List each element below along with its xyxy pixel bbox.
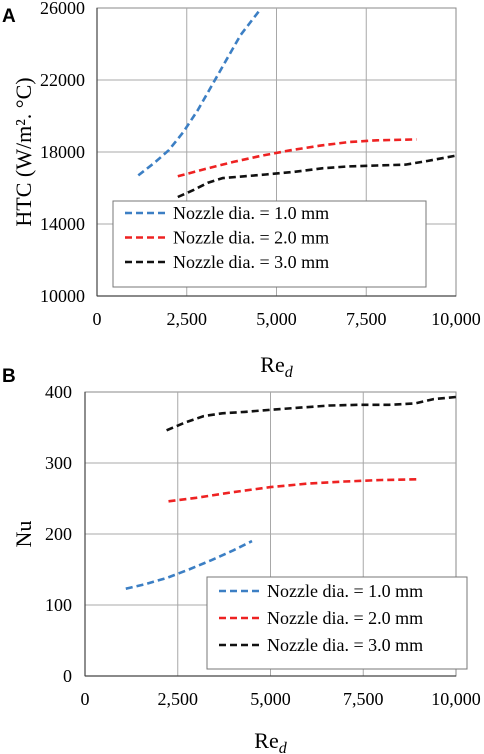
legend-box — [112, 200, 427, 288]
x-tick-label: 10,000 — [431, 689, 481, 709]
legend: Nozzle dia. = 1.0 mm Nozzle dia. = 2.0 mm… — [112, 200, 427, 288]
x-tick-label: 5,000 — [256, 309, 297, 329]
legend-entry: Nozzle dia. = 3.0 mm — [173, 252, 329, 272]
legend-entry: Nozzle dia. = 2.0 mm — [173, 228, 329, 248]
y-axis-label: Nu — [11, 521, 36, 548]
y-tick-label: 18000 — [40, 142, 85, 162]
y-tick-label: 100 — [45, 595, 72, 615]
x-tick-label: 2,500 — [167, 309, 208, 329]
y-tick-label: 14000 — [40, 214, 85, 234]
legend-entry: Nozzle dia. = 3.0 mm — [267, 635, 423, 655]
x-tick-label: 0 — [93, 309, 102, 329]
y-tick-label: 400 — [45, 382, 72, 402]
y-tick-label: 200 — [45, 524, 72, 544]
legend: Nozzle dia. = 1.0 mm Nozzle dia. = 2.0 mm… — [206, 576, 468, 670]
x-tick-label: 2,500 — [158, 689, 199, 709]
y-tick-label: 10000 — [40, 286, 85, 306]
x-axis-label: Red — [254, 728, 287, 754]
series-line — [166, 395, 456, 432]
series-line — [137, 10, 260, 177]
legend-entry: Nozzle dia. = 2.0 mm — [267, 608, 423, 628]
x-tick-label: 7,500 — [346, 309, 387, 329]
y-tick-label: 300 — [45, 453, 72, 473]
chart-panel-b: 0 2,500 5,000 7,500 10,000 0 100 200 300 400 Red Nu… — [2, 366, 481, 754]
series-line — [168, 478, 419, 503]
series-line — [177, 154, 456, 199]
legend-entry: Nozzle dia. = 1.0 mm — [173, 203, 329, 223]
series-line — [177, 138, 417, 178]
y-tick-label: 22000 — [40, 70, 85, 90]
legend-box — [206, 576, 468, 670]
series-line — [125, 539, 253, 590]
series-group — [137, 10, 456, 199]
x-tick-label: 7,500 — [343, 689, 384, 709]
y-tick-label: 0 — [63, 666, 72, 686]
y-tick-label: 26000 — [40, 0, 85, 18]
panel-label: A — [2, 6, 16, 27]
y-axis-label: HTC (W/m². °C) — [11, 77, 36, 226]
x-tick-label: 0 — [81, 689, 90, 709]
legend-entry: Nozzle dia. = 1.0 mm — [267, 581, 423, 601]
chart-panel-a: 0 2,500 5,000 7,500 10,000 10000 14000 18000 220… — [2, 0, 481, 381]
x-axis-label: Red — [260, 352, 293, 381]
series-group — [125, 395, 456, 590]
x-tick-label: 10,000 — [431, 309, 481, 329]
x-tick-label: 5,000 — [250, 689, 291, 709]
panel-label: B — [2, 366, 16, 387]
